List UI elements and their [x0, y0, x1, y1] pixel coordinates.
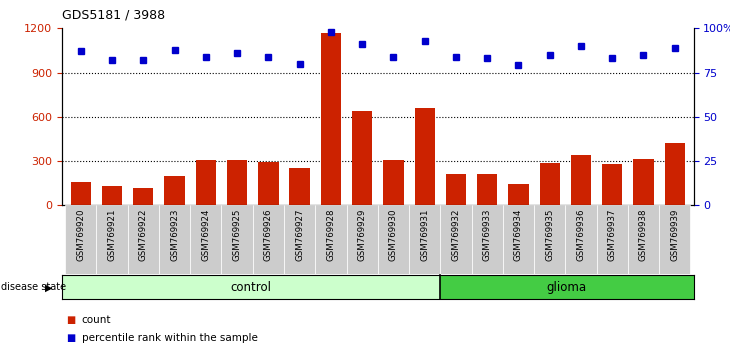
Text: GSM769933: GSM769933	[483, 209, 492, 261]
Bar	[628, 205, 659, 274]
Text: GSM769931: GSM769931	[420, 209, 429, 261]
Text: GSM769928: GSM769928	[326, 209, 335, 261]
Bar	[284, 205, 315, 274]
Text: ■: ■	[66, 315, 75, 325]
Bar	[258, 162, 279, 205]
Text: glioma: glioma	[547, 281, 587, 293]
Bar	[164, 176, 185, 205]
Text: GSM769926: GSM769926	[264, 209, 273, 261]
Text: GDS5181 / 3988: GDS5181 / 3988	[62, 9, 165, 22]
Bar	[508, 184, 529, 205]
Bar	[534, 205, 565, 274]
Bar	[71, 182, 91, 205]
Bar	[664, 143, 685, 205]
Bar	[472, 205, 503, 274]
Bar	[253, 205, 284, 274]
Bar	[133, 188, 153, 205]
Bar	[415, 108, 435, 205]
Text: GSM769925: GSM769925	[233, 209, 242, 261]
Bar	[315, 205, 347, 274]
Text: count: count	[82, 315, 111, 325]
Bar	[102, 186, 122, 205]
Bar	[446, 175, 466, 205]
Text: GSM769935: GSM769935	[545, 209, 554, 261]
Text: GSM769923: GSM769923	[170, 209, 179, 261]
Bar	[320, 33, 341, 205]
Bar	[634, 159, 653, 205]
Bar	[196, 160, 216, 205]
Bar	[347, 205, 378, 274]
Text: GSM769938: GSM769938	[639, 209, 648, 261]
Bar	[659, 205, 691, 274]
Text: GSM769929: GSM769929	[358, 209, 366, 261]
Text: GSM769930: GSM769930	[389, 209, 398, 261]
Text: GSM769921: GSM769921	[107, 209, 117, 261]
Bar	[565, 205, 596, 274]
Text: GSM769939: GSM769939	[670, 209, 679, 261]
Bar	[128, 205, 159, 274]
Text: GSM769924: GSM769924	[201, 209, 210, 261]
Bar	[96, 205, 128, 274]
Text: GSM769936: GSM769936	[577, 209, 585, 261]
Text: percentile rank within the sample: percentile rank within the sample	[82, 333, 258, 343]
Bar	[477, 173, 497, 205]
Bar	[383, 160, 404, 205]
Text: GSM769927: GSM769927	[295, 209, 304, 261]
Text: disease state: disease state	[1, 282, 66, 292]
Bar	[221, 205, 253, 274]
Text: GSM769922: GSM769922	[139, 209, 148, 261]
Text: control: control	[231, 281, 272, 293]
Bar	[378, 205, 409, 274]
Text: GSM769937: GSM769937	[607, 209, 617, 261]
Text: GSM769920: GSM769920	[77, 209, 85, 261]
Bar	[65, 205, 96, 274]
Bar	[503, 205, 534, 274]
Bar	[227, 160, 247, 205]
Bar	[191, 205, 221, 274]
Bar	[409, 205, 440, 274]
Bar	[602, 164, 623, 205]
Bar	[352, 111, 372, 205]
Text: GSM769932: GSM769932	[451, 209, 461, 261]
Bar	[571, 155, 591, 205]
Text: ▶: ▶	[45, 282, 53, 292]
Bar	[440, 205, 472, 274]
Bar	[290, 168, 310, 205]
Bar	[596, 205, 628, 274]
Text: ■: ■	[66, 333, 75, 343]
Bar	[440, 275, 694, 299]
Bar	[62, 275, 440, 299]
Bar	[159, 205, 191, 274]
Bar	[539, 163, 560, 205]
Text: GSM769934: GSM769934	[514, 209, 523, 261]
